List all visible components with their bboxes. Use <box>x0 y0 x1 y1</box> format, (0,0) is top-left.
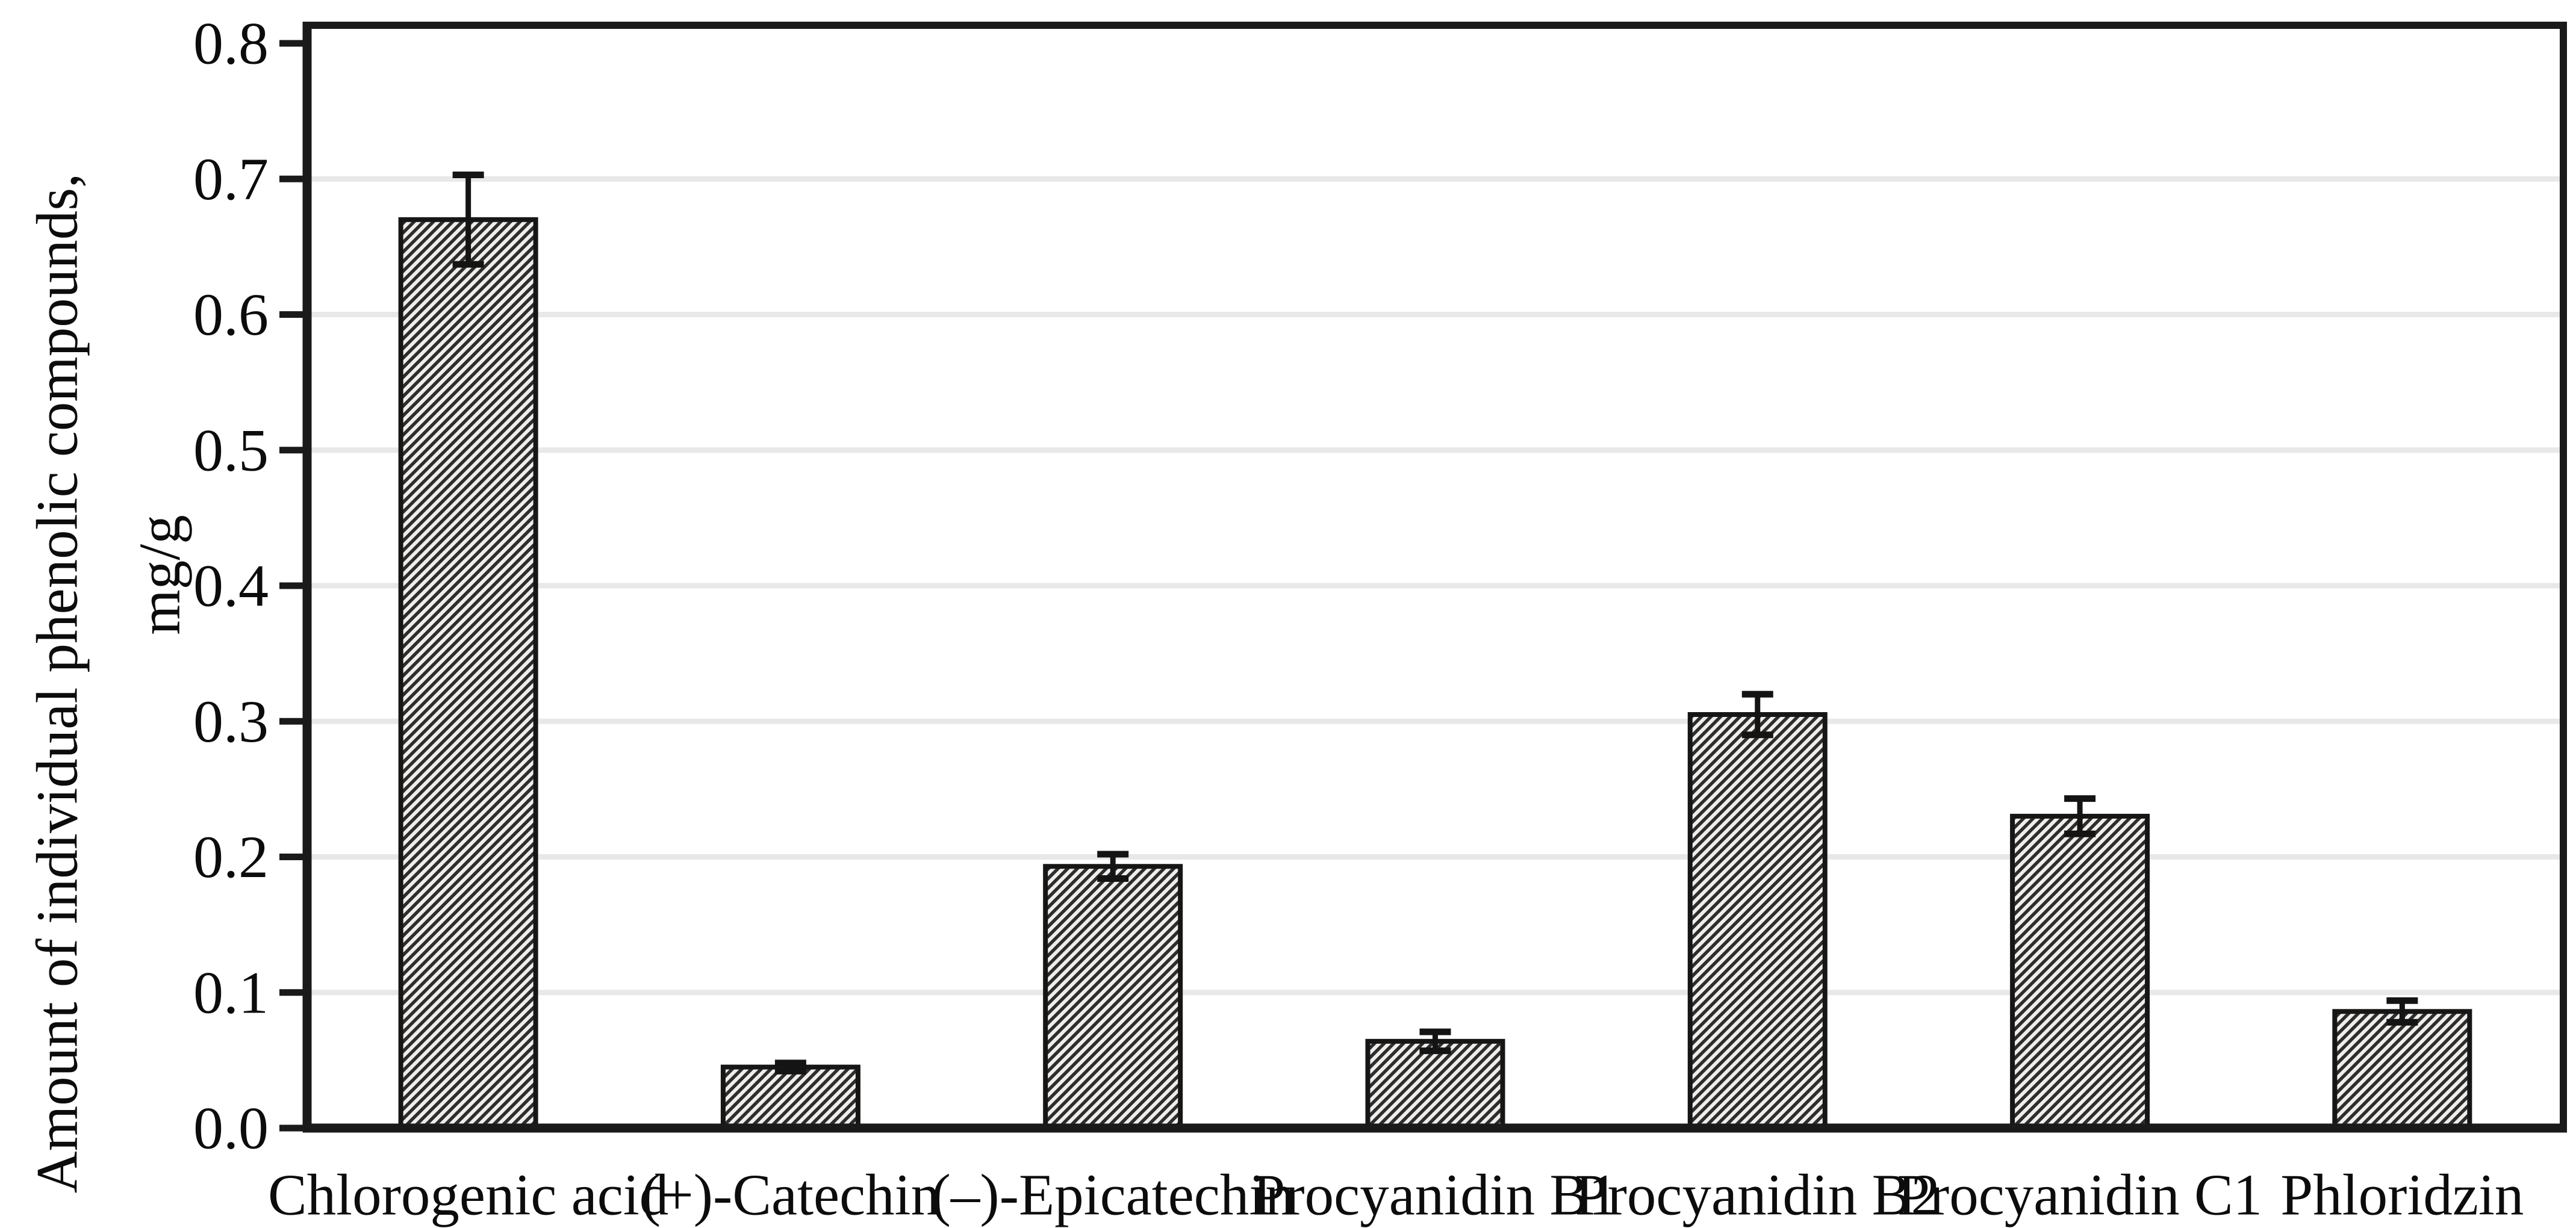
y-axis-title: Amount of individual phenolic compounds, <box>25 173 90 1194</box>
bar <box>1687 712 1828 1131</box>
y-tick-label: 0.1 <box>193 959 269 1026</box>
x-category-label: (+)-Catechin <box>641 1163 940 1227</box>
y-tick-label: 0.0 <box>193 1095 269 1162</box>
y-axis-title-units: mg/g <box>128 515 192 634</box>
bar <box>2010 813 2150 1131</box>
y-tick-label: 0.4 <box>193 553 269 619</box>
x-category-label: Phloridzin <box>2280 1163 2524 1227</box>
y-tick-label: 0.8 <box>193 10 269 77</box>
y-tick-label: 0.5 <box>193 417 269 483</box>
bar <box>398 217 538 1131</box>
bar <box>2332 1009 2472 1131</box>
y-tick-label: 0.3 <box>193 688 269 755</box>
y-tick-label: 0.6 <box>193 281 269 348</box>
bar <box>1043 864 1183 1130</box>
bar <box>1365 1038 1505 1130</box>
y-tick-label: 0.2 <box>193 823 269 890</box>
bar <box>720 1064 860 1130</box>
x-category-label: Procyanidin C1 <box>1897 1163 2262 1227</box>
y-tick-label: 0.7 <box>193 146 269 212</box>
x-category-label: Chlorogenic acid <box>268 1163 668 1227</box>
x-category-label: Procyanidin B2 <box>1575 1163 1940 1227</box>
x-category-label: (–)-Epicatechin <box>932 1163 1295 1227</box>
x-category-label: Procyanidin B1 <box>1252 1163 1617 1227</box>
